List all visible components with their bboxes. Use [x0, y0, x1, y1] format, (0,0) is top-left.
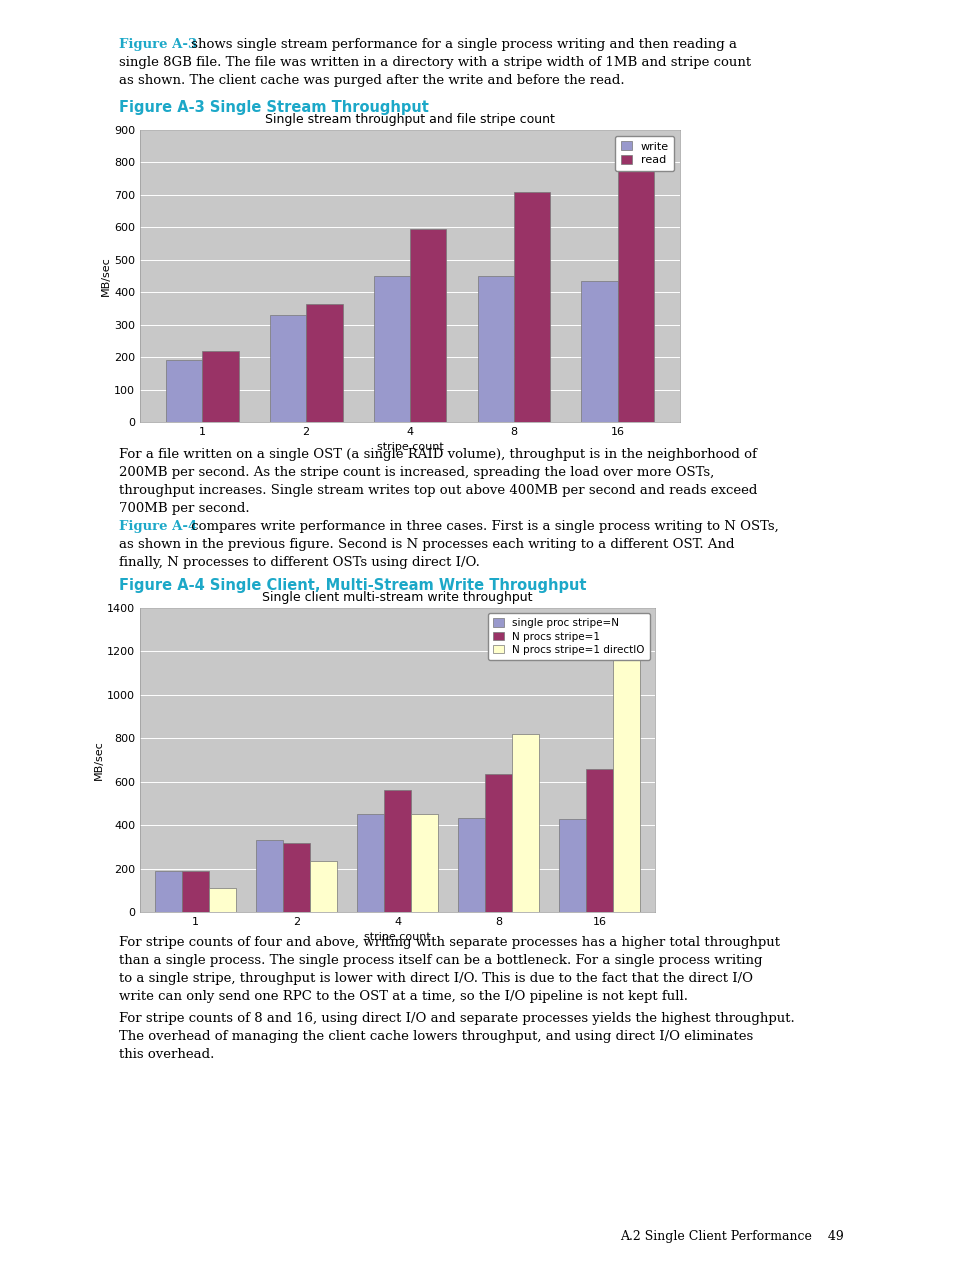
Text: than a single process. The single process itself can be a bottleneck. For a sing: than a single process. The single proces…	[119, 955, 761, 967]
Text: For stripe counts of four and above, writing with separate processes has a highe: For stripe counts of four and above, wri…	[119, 935, 780, 949]
Bar	[484, 774, 512, 913]
Text: A.2 Single Client Performance    49: A.2 Single Client Performance 49	[619, 1230, 842, 1243]
Text: Figure A-3 Single Stream Throughput: Figure A-3 Single Stream Throughput	[119, 100, 429, 114]
Bar	[255, 840, 283, 913]
Bar	[306, 304, 342, 422]
Bar	[558, 819, 585, 913]
Text: 200MB per second. As the stripe count is increased, spreading the load over more: 200MB per second. As the stripe count is…	[119, 466, 714, 479]
Text: Figure A-3: Figure A-3	[119, 38, 197, 51]
Bar	[514, 192, 550, 422]
Text: this overhead.: this overhead.	[119, 1049, 214, 1061]
Bar	[410, 229, 446, 422]
Text: For a file written on a single OST (a single RAID volume), throughput is in the : For a file written on a single OST (a si…	[119, 447, 756, 461]
Bar	[457, 817, 484, 913]
Bar	[310, 860, 337, 913]
X-axis label: stripe count: stripe count	[364, 933, 431, 942]
Bar	[580, 281, 617, 422]
Legend: single proc stripe=N, N procs stripe=1, N procs stripe=1 directIO: single proc stripe=N, N procs stripe=1, …	[488, 613, 649, 660]
Text: Figure A-4 Single Client, Multi-Stream Write Throughput: Figure A-4 Single Client, Multi-Stream W…	[119, 578, 586, 594]
Bar	[585, 769, 613, 913]
Text: shows single stream performance for a single process writing and then reading a: shows single stream performance for a si…	[187, 38, 737, 51]
Bar	[477, 276, 514, 422]
Y-axis label: MB/sec: MB/sec	[94, 740, 104, 780]
X-axis label: stripe count: stripe count	[376, 442, 443, 452]
Text: Figure A-4: Figure A-4	[119, 520, 197, 533]
Title: Single stream throughput and file stripe count: Single stream throughput and file stripe…	[265, 113, 555, 126]
Bar	[166, 361, 202, 422]
Text: The overhead of managing the client cache lowers throughput, and using direct I/: The overhead of managing the client cach…	[119, 1030, 753, 1043]
Bar	[182, 871, 209, 913]
Text: as shown in the previous figure. Second is N processes each writing to a differe: as shown in the previous figure. Second …	[119, 538, 734, 552]
Text: For stripe counts of 8 and 16, using direct I/O and separate processes yields th: For stripe counts of 8 and 16, using dir…	[119, 1012, 794, 1024]
Bar	[411, 815, 438, 913]
Legend: write, read: write, read	[615, 136, 674, 170]
Bar	[209, 888, 236, 913]
Text: 700MB per second.: 700MB per second.	[119, 502, 250, 515]
Bar	[617, 169, 654, 422]
Bar	[270, 315, 306, 422]
Text: to a single stripe, throughput is lower with direct I/O. This is due to the fact: to a single stripe, throughput is lower …	[119, 972, 752, 985]
Title: Single client multi-stream write throughput: Single client multi-stream write through…	[262, 591, 532, 604]
Text: single 8GB file. The file was written in a directory with a stripe width of 1MB : single 8GB file. The file was written in…	[119, 56, 750, 69]
Bar	[202, 351, 238, 422]
Text: finally, N processes to different OSTs using direct I/O.: finally, N processes to different OSTs u…	[119, 555, 479, 569]
Bar	[356, 815, 383, 913]
Bar	[613, 643, 639, 913]
Bar	[512, 733, 538, 913]
Text: as shown. The client cache was purged after the write and before the read.: as shown. The client cache was purged af…	[119, 74, 624, 86]
Bar	[383, 791, 411, 913]
Text: write can only send one RPC to the OST at a time, so the I/O pipeline is not kep: write can only send one RPC to the OST a…	[119, 990, 687, 1003]
Bar	[283, 843, 310, 913]
Bar	[374, 276, 410, 422]
Text: compares write performance in three cases. First is a single process writing to : compares write performance in three case…	[187, 520, 778, 533]
Y-axis label: MB/sec: MB/sec	[101, 257, 112, 296]
Text: throughput increases. Single stream writes top out above 400MB per second and re: throughput increases. Single stream writ…	[119, 484, 757, 497]
Bar	[154, 871, 182, 913]
